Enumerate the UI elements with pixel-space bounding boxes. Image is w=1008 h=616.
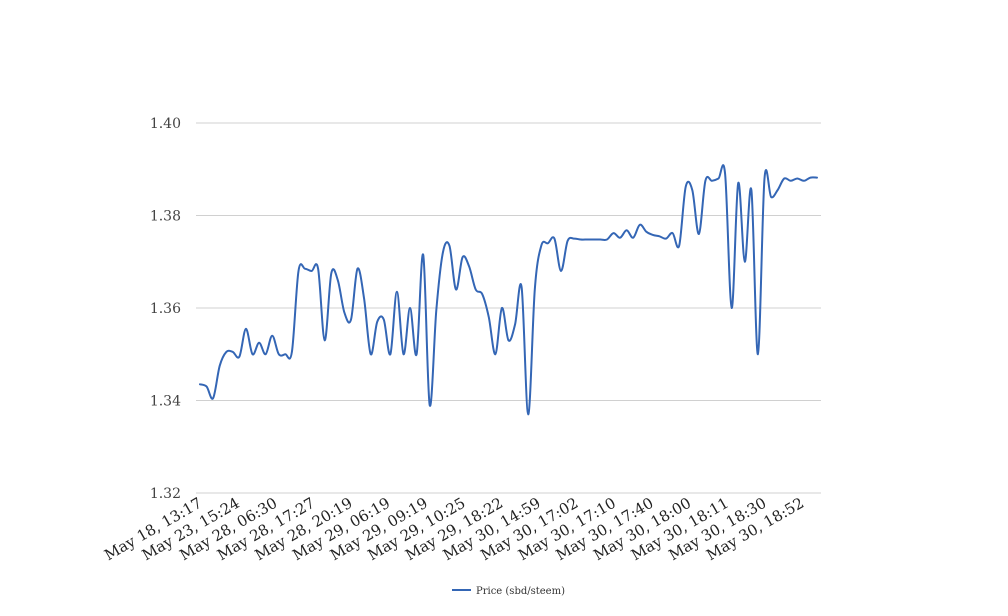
y-tick-label: 1.36 <box>150 301 181 317</box>
y-tick-label: 1.34 <box>150 394 181 410</box>
series-line <box>199 164 818 416</box>
y-axis-ticks: 1.32 1.34 1.36 1.38 1.40 <box>150 116 181 502</box>
y-tick-label: 1.40 <box>150 116 181 132</box>
legend: Price (sbd/steem) <box>452 586 565 597</box>
grid <box>196 122 821 494</box>
legend-label: Price (sbd/steem) <box>476 586 565 597</box>
series-layer <box>199 164 818 416</box>
y-tick-label: 1.32 <box>150 486 181 502</box>
y-tick-label: 1.38 <box>150 209 181 225</box>
